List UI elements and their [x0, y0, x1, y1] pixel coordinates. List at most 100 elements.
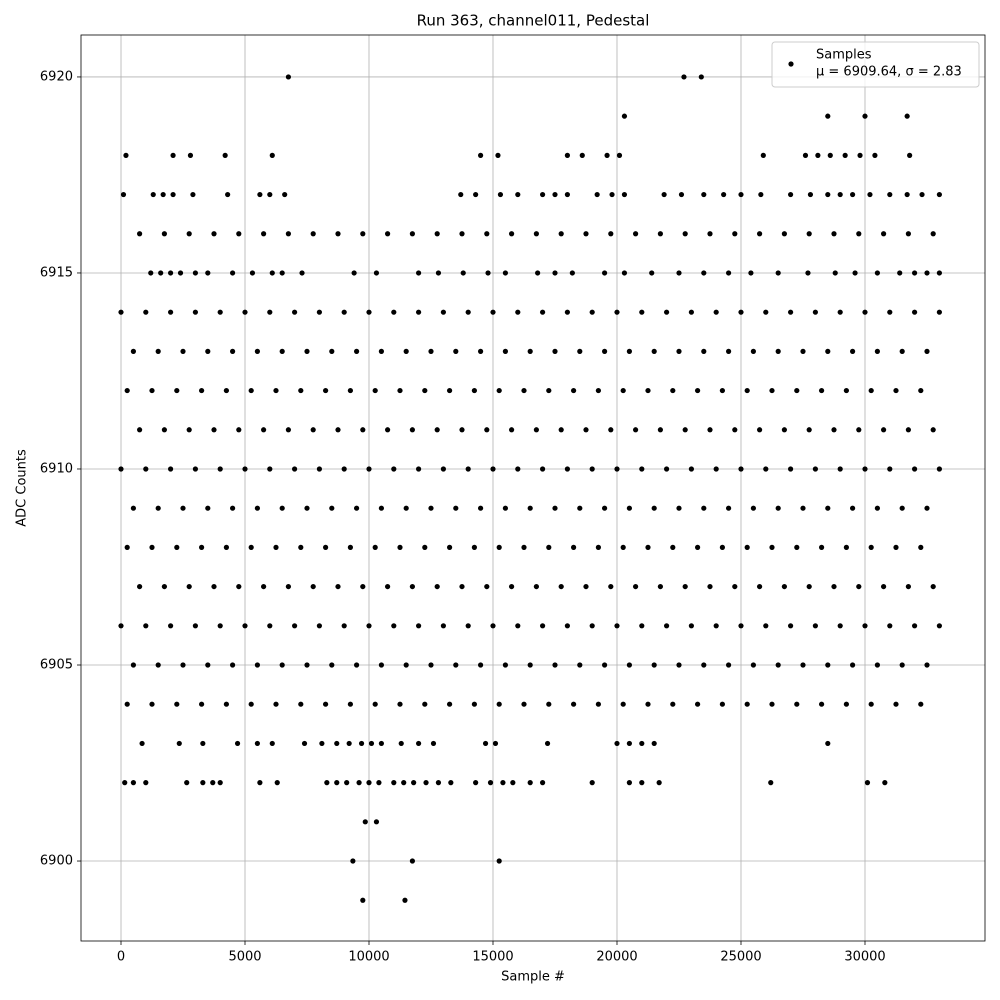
- point: [130, 662, 137, 668]
- point: [924, 662, 930, 668]
- point: [409, 858, 415, 864]
- point: [918, 701, 924, 707]
- point: [217, 466, 223, 472]
- point: [893, 701, 899, 707]
- point: [887, 623, 893, 629]
- point: [564, 466, 570, 472]
- point: [130, 505, 137, 511]
- point: [261, 583, 267, 590]
- point: [756, 231, 763, 237]
- point: [122, 780, 128, 786]
- point: [341, 309, 347, 315]
- point: [143, 309, 149, 315]
- point: [124, 701, 130, 707]
- point: [806, 231, 812, 237]
- point: [502, 270, 508, 276]
- point: [423, 780, 429, 786]
- point: [261, 231, 267, 237]
- point: [657, 583, 663, 590]
- grid: [81, 35, 985, 941]
- x-tick-label: 5000: [228, 950, 261, 965]
- point: [192, 623, 199, 629]
- point: [732, 231, 738, 237]
- point: [269, 740, 275, 747]
- point: [242, 309, 248, 315]
- point: [831, 231, 837, 237]
- point: [267, 623, 273, 629]
- point: [484, 583, 490, 590]
- point: [168, 270, 174, 276]
- point: [583, 583, 589, 590]
- point: [632, 231, 639, 237]
- point: [310, 583, 316, 590]
- point: [329, 505, 335, 511]
- point: [527, 780, 533, 786]
- point: [155, 505, 161, 511]
- point: [402, 897, 408, 903]
- point: [787, 191, 794, 198]
- point: [199, 387, 205, 394]
- point: [353, 348, 360, 354]
- point: [495, 152, 501, 158]
- point: [763, 623, 769, 629]
- point: [781, 583, 787, 590]
- point: [856, 583, 862, 590]
- point: [500, 780, 506, 786]
- point: [620, 701, 626, 707]
- point: [897, 270, 903, 276]
- point: [180, 662, 186, 668]
- point: [149, 701, 155, 707]
- point: [482, 740, 489, 747]
- point: [225, 191, 231, 198]
- point: [862, 466, 868, 472]
- point: [639, 623, 645, 629]
- point: [384, 583, 391, 590]
- point: [149, 387, 155, 394]
- point: [676, 270, 682, 276]
- point: [269, 270, 275, 276]
- y-axis-label: ADC Counts: [15, 449, 30, 527]
- point: [707, 231, 713, 237]
- point: [769, 387, 775, 394]
- point: [661, 191, 667, 198]
- point: [279, 662, 285, 668]
- point: [527, 505, 533, 511]
- point: [143, 623, 149, 629]
- point: [546, 701, 552, 707]
- point: [274, 780, 280, 786]
- point: [249, 270, 256, 276]
- point: [174, 544, 180, 550]
- point: [148, 270, 154, 276]
- point: [139, 740, 145, 747]
- point: [453, 505, 459, 511]
- point: [701, 270, 707, 276]
- point: [384, 427, 391, 433]
- point: [322, 701, 329, 707]
- point: [825, 662, 831, 668]
- point: [893, 387, 899, 394]
- point: [763, 309, 769, 315]
- point: [535, 270, 541, 276]
- point: [880, 583, 887, 590]
- point: [682, 583, 688, 590]
- point: [322, 544, 329, 550]
- point: [422, 701, 428, 707]
- point: [570, 701, 577, 707]
- point: [750, 505, 756, 511]
- point: [837, 309, 843, 315]
- point: [335, 583, 341, 590]
- point: [298, 387, 304, 394]
- point: [812, 309, 818, 315]
- point: [827, 152, 833, 158]
- point: [626, 662, 632, 668]
- point: [688, 309, 694, 315]
- point: [397, 387, 403, 394]
- point: [887, 191, 893, 198]
- point: [781, 427, 787, 433]
- point: [515, 191, 521, 198]
- point: [614, 623, 620, 629]
- legend-label: Samples: [816, 48, 872, 63]
- point: [670, 544, 676, 550]
- point: [187, 152, 194, 158]
- point: [564, 309, 570, 315]
